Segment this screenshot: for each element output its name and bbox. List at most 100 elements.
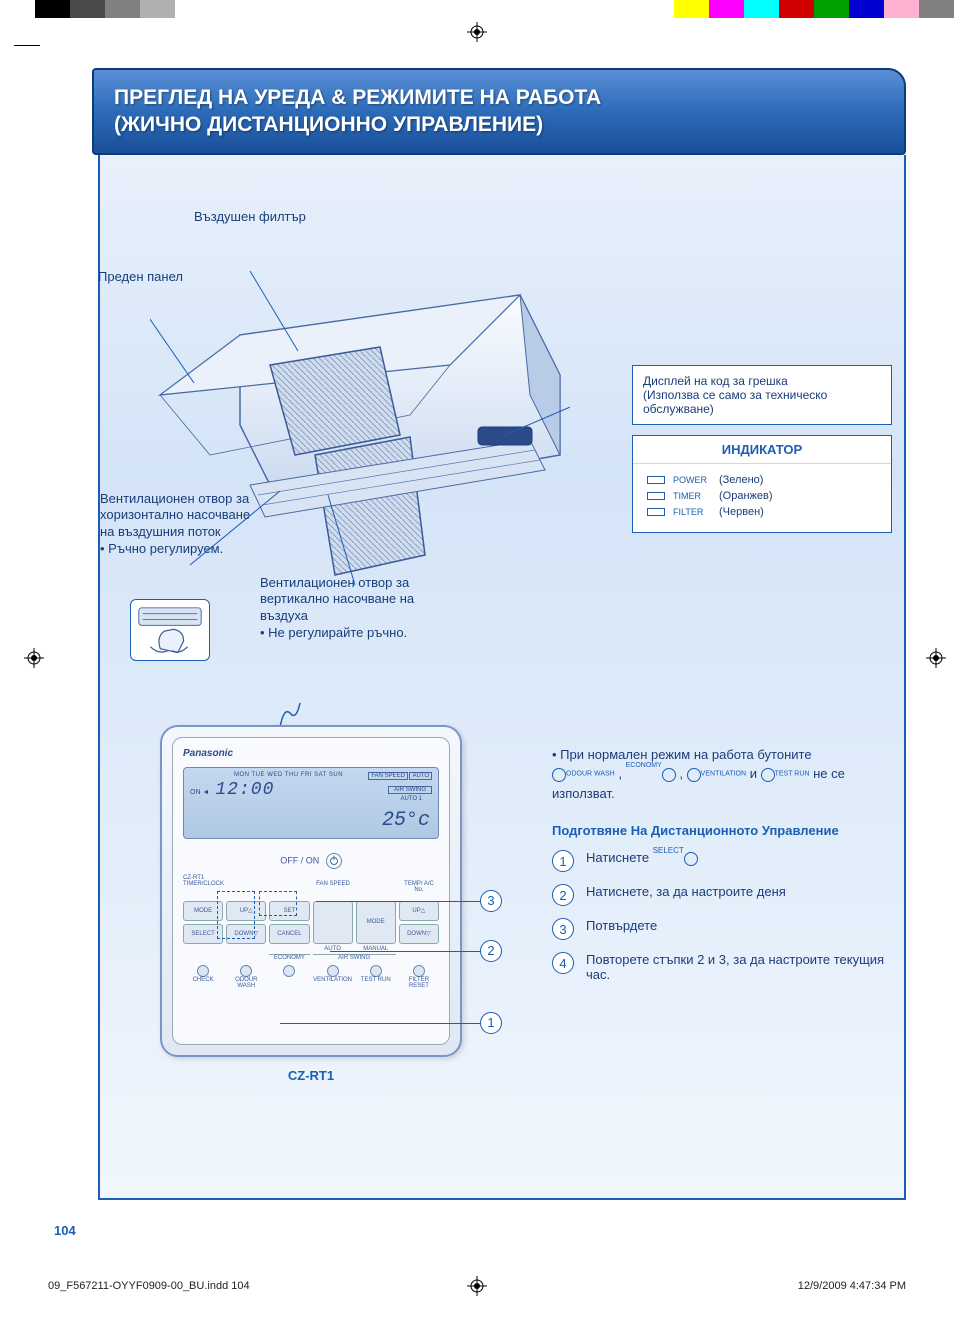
instruction-step: 4 Повторете стъпки 2 и 3, за да настроите…: [552, 952, 892, 982]
lbl-check: CHECK: [183, 977, 223, 989]
step-number: 4: [552, 952, 574, 974]
instructions-block: • При нормален режим на работа бутоните …: [552, 745, 892, 995]
color-bar: [849, 0, 884, 18]
lead-num-2: 2: [480, 940, 502, 962]
temp-up-button[interactable]: UP △: [399, 901, 439, 921]
lead-line-3: [316, 901, 480, 902]
lcd-fanspeed: FAN SPEED: [368, 772, 408, 780]
indicator-row: POWER(Зелено): [647, 474, 877, 486]
fanspeed-button[interactable]: [313, 901, 353, 944]
lead-line-1: [280, 1023, 480, 1024]
color-bar: [140, 0, 175, 18]
test-run-button[interactable]: [370, 965, 382, 977]
footer-datetime: 12/9/2009 4:47:34 PM: [798, 1280, 906, 1292]
content-box: Въздушен филтър Преден панел Вентилацион…: [98, 155, 906, 1200]
callout-horiz-vent: Вентилационен отвор за хоризонтално насо…: [100, 491, 260, 559]
indicator-title: ИНДИКАТОР: [633, 436, 891, 464]
color-bar: [744, 0, 779, 18]
check-button[interactable]: [197, 965, 209, 977]
indicator-color-name: (Оранжев): [719, 490, 773, 502]
lcd-on: ON ◄: [190, 789, 209, 796]
color-bar: [35, 0, 70, 18]
led-icon: [647, 492, 665, 500]
filter-reset-button[interactable]: [413, 965, 425, 977]
registration-mark-icon: [467, 22, 487, 42]
lbl-tempac: TEMP/ A/C No.: [399, 881, 439, 893]
color-bar: [919, 0, 954, 18]
test-run-icon: [761, 768, 775, 782]
crop-mark: [14, 45, 15, 46]
step-text: Натиснете SELECT: [586, 850, 698, 866]
economy-icon: [662, 768, 676, 782]
lbl-filterreset: FILTER RESET: [399, 977, 439, 989]
odour-wash-icon: [552, 768, 566, 782]
instruction-step: 3Потвърдете: [552, 918, 892, 940]
callout-vert-vent: Вентилационен отвор за вертикално насочв…: [260, 575, 440, 643]
temp-down-button[interactable]: DOWN ▽: [399, 924, 439, 944]
remote-control: Panasonic MON TUE WED THU FRI SAT SUN ON…: [160, 725, 462, 1057]
economy-button[interactable]: [283, 965, 295, 977]
color-bar: [70, 0, 105, 18]
registration-mark-icon: [24, 648, 44, 668]
lbl-odour: ODOUR WASH: [226, 977, 266, 989]
error-code-box: Дисплей на код за грешка (Използва се са…: [632, 365, 892, 425]
lbl-fanspeed: FAN SPEED: [313, 881, 353, 893]
off-on-label: OFF / ON: [183, 853, 439, 869]
select-label: SELECT: [653, 846, 684, 855]
ventilation-button[interactable]: [327, 965, 339, 977]
color-bar: [105, 0, 140, 18]
lead-line-2: [330, 951, 480, 952]
header-title-line1: ПРЕГЛЕД НА УРЕДА & РЕЖИМИТЕ НА РАБОТА: [114, 86, 601, 109]
color-bar: [175, 0, 210, 18]
instruction-step: 2 Натиснете, за да настроите деня: [552, 884, 892, 906]
registration-mark-icon: [926, 648, 946, 668]
page-number: 104: [54, 1223, 76, 1238]
dash-highlight-1: [217, 891, 255, 939]
header-title-line2: (ЖИЧНО ДИСТАНЦИОННО УПРАВЛЕНИЕ): [114, 113, 543, 136]
lbl-vent: VENTILATION: [313, 977, 353, 989]
power-button[interactable]: [326, 853, 342, 869]
step-text: Повторете стъпки 2 и 3, за да настроите …: [586, 952, 892, 982]
lead-num-3: 3: [480, 890, 502, 912]
header-banner: ПРЕГЛЕД НА УРЕДА & РЕЖИМИТЕ НА РАБОТА (Ж…: [92, 68, 906, 155]
color-bar: [674, 0, 709, 18]
indicator-label: TIMER: [673, 491, 711, 501]
manual-adjust-icon: [130, 599, 210, 661]
step-number: 2: [552, 884, 574, 906]
color-bar: [779, 0, 814, 18]
lcd-temp: 25°c: [382, 809, 430, 832]
indicator-row: TIMER (Оранжев): [647, 490, 877, 502]
error-line2: (Използва се само за техническо обслужва…: [643, 388, 881, 416]
step-text: Потвърдете: [586, 918, 657, 933]
select-icon: [684, 852, 698, 866]
mode2-button[interactable]: MODE: [356, 901, 396, 944]
dash-highlight-2: [259, 891, 297, 916]
lbl-airswing2: AIR SWING: [313, 954, 396, 961]
print-color-bars: [0, 0, 954, 20]
indicator-label: POWER: [673, 475, 711, 485]
odour-wash-button[interactable]: [240, 965, 252, 977]
indicator-label: FILTER: [673, 507, 711, 517]
step-number: 1: [552, 850, 574, 872]
remote-brand: Panasonic: [183, 748, 439, 759]
error-line1: Дисплей на код за грешка: [643, 374, 881, 388]
remote-lcd: MON TUE WED THU FRI SAT SUN ON ◄ 12:00 2…: [183, 767, 439, 839]
instruction-note: • При нормален режим на работа бутоните …: [552, 745, 892, 804]
callout-air-filter: Въздушен филтър: [194, 209, 306, 226]
ventilation-icon: [687, 768, 701, 782]
indicator-box: ИНДИКАТОР POWER(Зелено) TIMER (Оранжев) FIL…: [632, 435, 892, 533]
color-bar: [814, 0, 849, 18]
led-icon: [647, 508, 665, 516]
remote-model: CZ-RT1: [162, 1068, 460, 1083]
lcd-auto1: AUTO 1: [398, 796, 424, 802]
callout-front-panel: Преден панел: [98, 269, 183, 286]
footer-file: 09_F567211-OYYF0909-00_BU.indd 104: [48, 1280, 250, 1292]
indicator-color-name: (Червен): [719, 506, 764, 518]
crop-mark: [14, 45, 40, 46]
cancel-button[interactable]: CANCEL: [269, 924, 309, 944]
lcd-time: 12:00: [215, 780, 274, 800]
color-bar: [709, 0, 744, 18]
step-text: Натиснете, за да настроите деня: [586, 884, 786, 899]
lcd-auto: AUTO: [409, 772, 432, 780]
page-content: ПРЕГЛЕД НА УРЕДА & РЕЖИМИТЕ НА РАБОТА (Ж…: [92, 68, 906, 1208]
